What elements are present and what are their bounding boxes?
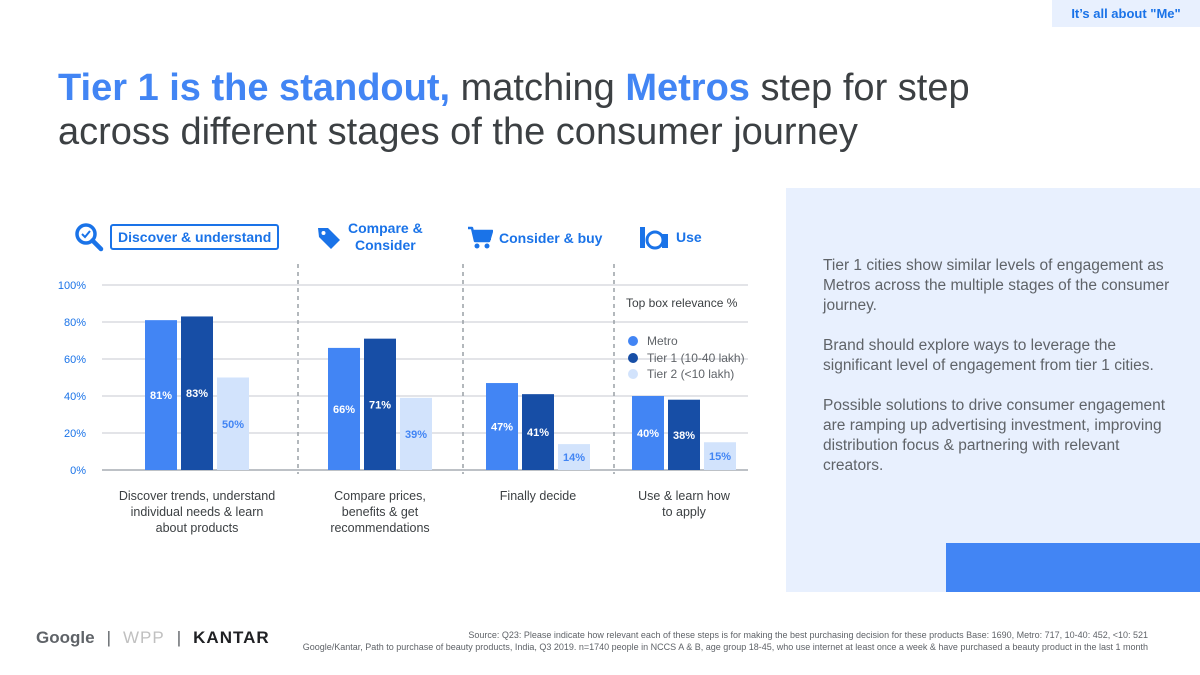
source-line-1: Source: Q23: Please indicate how relevan… bbox=[468, 630, 1148, 640]
stage-label-compare-line1: Compare & bbox=[348, 220, 423, 236]
section-tag: It’s all about "Me" bbox=[1052, 0, 1200, 27]
bar-metro-1 bbox=[145, 320, 177, 470]
title-highlight-tier1: Tier 1 is the standout, bbox=[58, 67, 451, 109]
bar-value-label: 38% bbox=[673, 430, 695, 442]
bar-tier-4 bbox=[704, 442, 736, 470]
stage-label-discover: Discover & understand bbox=[110, 224, 280, 250]
insights-text: Tier 1 cities show similar levels of eng… bbox=[823, 256, 1173, 496]
bar-value-label: 14% bbox=[563, 452, 585, 464]
title-highlight-metros: Metros bbox=[625, 67, 750, 109]
source-note: Source: Q23: Please indicate how relevan… bbox=[268, 629, 1148, 653]
bar-metro-4 bbox=[632, 396, 664, 470]
bar-value-label: 66% bbox=[333, 404, 355, 416]
bar-tier-4 bbox=[668, 399, 700, 470]
source-line-2: Google/Kantar, Path to purchase of beaut… bbox=[302, 642, 1148, 652]
stage-label-compare: Compare & Consider bbox=[348, 220, 423, 254]
category-label-line: benefits & get bbox=[342, 505, 419, 519]
cosmetics-icon bbox=[640, 227, 668, 250]
category-label-line: to apply bbox=[662, 505, 707, 519]
insight-paragraph-3: Possible solutions to drive consumer eng… bbox=[823, 397, 1166, 474]
stage-use: Use bbox=[638, 224, 702, 250]
panel-accent-block bbox=[946, 543, 1200, 592]
stage-compare: Compare & Consider bbox=[316, 220, 423, 254]
insight-paragraph-1: Tier 1 cities show similar levels of eng… bbox=[823, 257, 1170, 314]
category-label: Discover trends, understand individual ne… bbox=[119, 489, 275, 535]
category-label-line: recommendations bbox=[330, 521, 429, 535]
chart-legend: Metro Tier 1 (10-40 lakh) Tier 2 (<10 la… bbox=[628, 333, 745, 383]
legend-item-tier2: Tier 2 (<10 lakh) bbox=[628, 366, 745, 383]
price-tag-icon bbox=[318, 228, 340, 249]
stage-discover: Discover & understand bbox=[74, 222, 280, 252]
stage-consider: Consider & buy bbox=[467, 226, 602, 250]
y-tick-label: 40% bbox=[64, 391, 86, 403]
legend-title: Top box relevance % bbox=[626, 296, 738, 310]
title-text-2: step for step bbox=[749, 67, 970, 109]
legend-label-tier2: Tier 2 (<10 lakh) bbox=[647, 367, 735, 382]
search-icon bbox=[75, 223, 104, 252]
legend-label-tier1: Tier 1 (10-40 lakh) bbox=[647, 350, 745, 365]
bar-metro-3 bbox=[486, 383, 518, 470]
bar-tier-1 bbox=[217, 377, 249, 470]
insight-paragraph-2: Brand should explore ways to leverage th… bbox=[823, 337, 1154, 374]
bar-value-label: 40% bbox=[637, 428, 659, 440]
category-label-line: Discover trends, understand bbox=[119, 489, 275, 503]
logo-separator: | bbox=[106, 628, 111, 647]
insights-panel bbox=[786, 188, 1200, 592]
legend-item-tier1: Tier 1 (10-40 lakh) bbox=[628, 350, 745, 367]
y-tick-label: 0% bbox=[70, 465, 86, 477]
footer-logos: Google | WPP | KANTAR bbox=[36, 628, 270, 648]
bar-tier-3 bbox=[522, 394, 554, 470]
y-tick-label: 80% bbox=[64, 317, 86, 329]
bar-tier-3 bbox=[558, 444, 590, 470]
category-label-line: about products bbox=[156, 521, 239, 535]
legend-swatch-tier1 bbox=[628, 352, 638, 363]
legend-swatch-metro bbox=[628, 336, 638, 347]
bar-value-label: 83% bbox=[186, 388, 208, 400]
bar-value-label: 81% bbox=[150, 390, 172, 402]
category-label-line: Compare prices, bbox=[334, 489, 426, 503]
shopping-cart-icon bbox=[468, 226, 493, 249]
bar-metro-2 bbox=[328, 347, 360, 470]
legend-swatch-tier2 bbox=[628, 369, 638, 380]
category-label: Compare prices, benefits & get recommendat… bbox=[330, 489, 429, 535]
google-logo: Google bbox=[36, 628, 95, 647]
y-tick-label: 60% bbox=[64, 354, 86, 366]
page-title: Tier 1 is the standout, matching Metros … bbox=[58, 66, 1058, 154]
legend-item-metro: Metro bbox=[628, 333, 745, 350]
bar-value-label: 41% bbox=[527, 427, 549, 439]
logo-separator: | bbox=[176, 628, 182, 647]
title-text-1: matching bbox=[450, 67, 626, 109]
bar-tier-2 bbox=[400, 397, 432, 470]
category-label-line: Finally decide bbox=[500, 489, 576, 503]
category-label-line: Use & learn how bbox=[638, 489, 731, 503]
bar-value-label: 47% bbox=[491, 422, 513, 434]
bar-value-label: 71% bbox=[369, 399, 391, 411]
category-label-line: individual needs & learn bbox=[131, 505, 264, 519]
bar-tier-2 bbox=[364, 338, 396, 470]
bar-value-label: 39% bbox=[405, 429, 427, 441]
stage-label-compare-line2: Consider bbox=[355, 237, 416, 253]
category-label: Use & learn how to apply bbox=[638, 489, 731, 519]
bar-value-label: 50% bbox=[222, 419, 244, 431]
bar-value-label: 15% bbox=[709, 451, 731, 463]
kantar-logo: KANTAR bbox=[193, 628, 270, 647]
stage-label-consider: Consider & buy bbox=[499, 230, 603, 246]
category-label: Finally decide bbox=[500, 489, 576, 503]
title-line-2: across different stages of the consumer … bbox=[58, 111, 858, 153]
y-tick-label: 100% bbox=[58, 280, 86, 292]
stage-label-use: Use bbox=[676, 229, 702, 245]
legend-label-metro: Metro bbox=[647, 334, 678, 349]
bar-chart: 100% 80% 60% 40% 20% 0% 81% 66% 47% 40% 83% 71% 41% 3… bbox=[58, 264, 748, 535]
bar-tier-1 bbox=[181, 316, 213, 470]
wpp-logo: WPP bbox=[122, 628, 165, 647]
y-tick-label: 20% bbox=[64, 428, 86, 440]
